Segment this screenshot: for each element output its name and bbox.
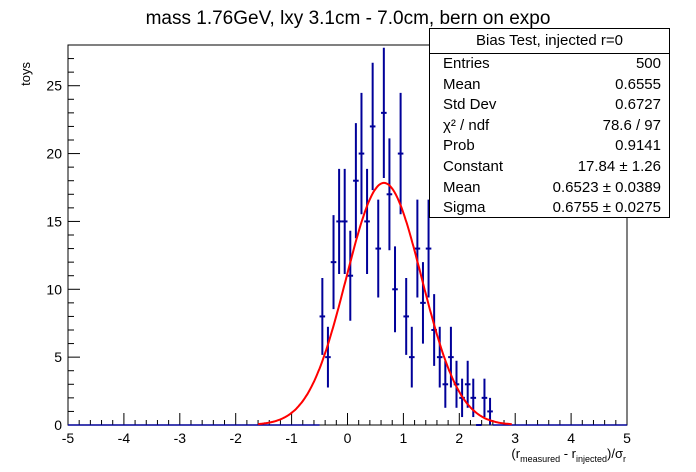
stats-label: Constant — [443, 157, 504, 175]
data-point — [386, 138, 393, 251]
x-tick-label: 3 — [511, 430, 519, 446]
gaussian-fit-curve — [258, 181, 512, 426]
histogram-points — [68, 47, 627, 426]
stats-title: Bias Test, injected r=0 — [430, 29, 669, 54]
x-tick-label: -5 — [62, 430, 75, 446]
data-point — [414, 199, 421, 298]
stats-row: Constant 17.84 ± 1.26 — [430, 157, 669, 178]
stats-row: Std Dev 0.6727 — [430, 95, 669, 116]
stats-row: Mean 0.6523 ± 0.0389 — [430, 178, 669, 199]
data-point — [358, 92, 365, 215]
data-point — [330, 215, 337, 310]
data-point — [464, 360, 471, 408]
data-point — [408, 326, 415, 388]
y-tick-label: 5 — [54, 349, 62, 365]
stats-value: 0.6755 ± 0.0275 — [552, 199, 661, 217]
stats-value: 0.6555 — [615, 75, 661, 93]
stats-label: Sigma — [443, 199, 486, 217]
y-axis-label: toys — [18, 62, 33, 86]
x-tick-label: 4 — [567, 430, 575, 446]
data-point — [425, 199, 432, 298]
stats-row: Mean 0.6555 — [430, 75, 669, 96]
data-point — [397, 92, 404, 215]
data-point — [448, 326, 454, 388]
chart-title: mass 1.76GeV, lxy 3.1cm - 7.0cm, bern on… — [146, 8, 551, 29]
stats-label: Entries — [443, 55, 490, 72]
y-tick-label: 10 — [46, 281, 62, 297]
y-tick-label: 15 — [46, 213, 62, 229]
x-tick-label: -2 — [229, 430, 242, 446]
x-tick-label: 0 — [344, 430, 352, 446]
y-tick-label: 20 — [46, 146, 62, 162]
data-point — [381, 47, 387, 178]
y-tick-label: 0 — [54, 417, 62, 433]
stats-value: 500 — [635, 55, 661, 72]
stats-row: χ² / ndf 78.6 / 97 — [430, 116, 669, 137]
data-point — [319, 278, 326, 355]
x-tick-label: 2 — [455, 430, 463, 446]
stats-value: 0.6727 — [615, 96, 661, 114]
x-tick-label: -1 — [285, 430, 298, 446]
data-point — [392, 246, 398, 333]
x-tick-label: -3 — [174, 430, 187, 446]
stats-label: Mean — [443, 75, 481, 93]
data-point — [353, 123, 359, 239]
data-point — [420, 262, 426, 344]
data-point — [336, 168, 342, 274]
data-point — [364, 168, 370, 274]
x-tick-label: 1 — [400, 430, 408, 446]
x-axis-label: (rmeasured - rinjected)/σr — [511, 446, 626, 464]
axis-ticks: -5 -4 -3 -2 -1 0 1 2 3 4 5 0 5 10 15 20 25 — [46, 44, 631, 446]
stats-label: Prob — [443, 137, 475, 155]
stats-label: Mean — [443, 178, 481, 196]
data-point — [481, 378, 488, 418]
stats-value: 78.6 / 97 — [602, 116, 661, 134]
x-tick-label: -4 — [118, 430, 131, 446]
y-tick-label: 25 — [46, 78, 62, 94]
stats-rows: Entries 500 Mean 0.6555 Std Dev 0.6727 χ² / nd… — [430, 54, 669, 219]
data-point — [442, 360, 449, 408]
data-point — [347, 230, 354, 321]
stats-box: Bias Test, injected r=0 Entries 500 Mean 0.… — [429, 28, 670, 218]
data-point — [341, 168, 348, 274]
data-point — [436, 326, 443, 388]
data-point — [403, 278, 409, 355]
stats-row: Prob 0.9141 — [430, 136, 669, 157]
data-point — [325, 326, 331, 388]
stats-value: 0.6523 ± 0.0389 — [552, 178, 661, 196]
stats-value: 17.84 ± 1.26 — [577, 157, 661, 175]
stats-row: Sigma 0.6755 ± 0.0275 — [430, 198, 669, 219]
data-point — [375, 199, 382, 298]
x-tick-label: 5 — [623, 430, 631, 446]
stats-value: 0.9141 — [615, 137, 661, 155]
stats-row: Entries 500 — [430, 54, 669, 75]
stats-label: χ² / ndf — [443, 116, 490, 134]
stats-label: Std Dev — [443, 96, 497, 114]
data-point — [369, 62, 376, 191]
